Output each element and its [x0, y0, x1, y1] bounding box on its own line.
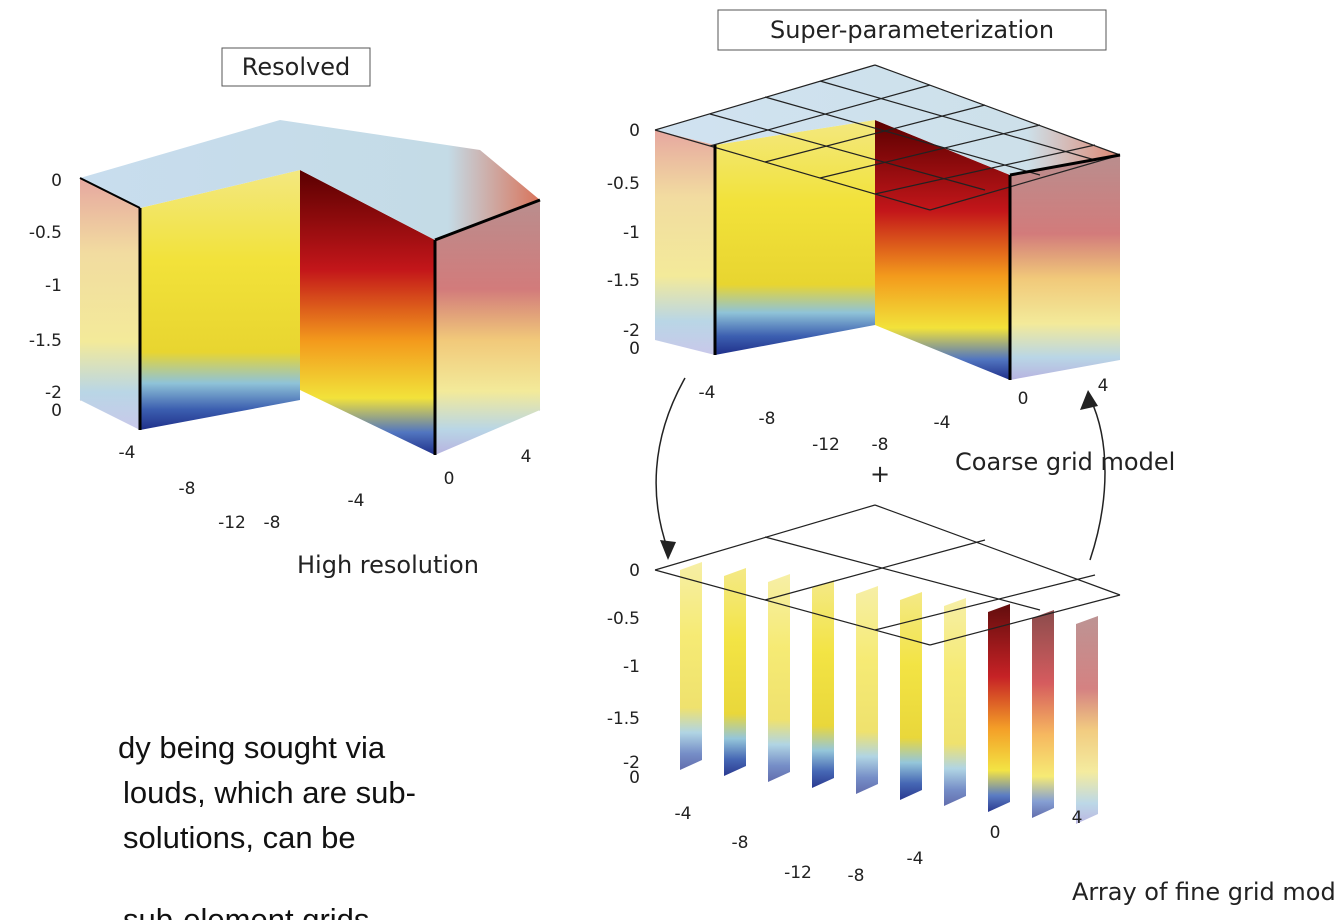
z-tick-label: 0: [629, 339, 640, 359]
y-tick-label: -8: [179, 479, 196, 499]
fine-slice: [680, 562, 702, 770]
caption: Array of fine grid models: [1072, 878, 1336, 906]
caption: Coarse grid model: [955, 448, 1175, 476]
inner-face: [715, 120, 875, 355]
z-tick-label: -1: [623, 223, 640, 243]
y-tick-label: -4: [675, 804, 692, 824]
z-tick-label: 0: [629, 561, 640, 581]
right-face: [1010, 155, 1120, 380]
z-tick-label: -2: [45, 383, 62, 403]
x-tick-label: -8: [848, 866, 865, 886]
x-tick-label: 0: [444, 469, 455, 489]
y-tick-label: -12: [218, 513, 246, 533]
x-tick-label: -4: [348, 491, 365, 511]
fine-slices: [680, 562, 1098, 824]
panel-title: Resolved: [242, 53, 350, 81]
fine-slice: [812, 580, 834, 788]
left-face: [655, 130, 715, 355]
panel-super: Super-parameterization: [654, 9, 1121, 380]
body-text: solutions, can be: [123, 820, 356, 855]
inner-face: [875, 120, 1010, 380]
title-box: [717, 9, 1107, 51]
y-tick-label: -8: [732, 833, 749, 853]
x-tick-label: 4: [1098, 376, 1109, 396]
edge: [1009, 153, 1121, 177]
y-tick-label: -8: [759, 409, 776, 429]
x-tick-label: -4: [907, 849, 924, 869]
inner-face: [140, 170, 300, 430]
x-tick-label: -8: [264, 513, 281, 533]
inner-face: [300, 170, 435, 455]
z-tick-label: -0.5: [29, 223, 62, 243]
fine-slice: [944, 598, 966, 806]
edge: [79, 177, 141, 209]
plus-sign: +: [870, 460, 890, 488]
top-face: [655, 65, 1120, 175]
fine-slice: [900, 592, 922, 800]
title-box: [221, 47, 371, 87]
panel-resolved: Resolved: [79, 47, 541, 455]
top-face: [80, 120, 540, 240]
z-tick-label: -1: [45, 276, 62, 296]
right-face: [435, 200, 540, 455]
caption: High resolution: [297, 551, 479, 579]
x-tick-label: 4: [1072, 808, 1083, 828]
z-tick-label: 0: [629, 768, 640, 788]
z-tick-label: -0.5: [607, 609, 640, 629]
x-tick-label: -4: [934, 413, 951, 433]
z-tick-label: 0: [51, 171, 62, 191]
arrows: [655, 377, 1106, 561]
x-tick-label: 4: [521, 447, 532, 467]
y-tick-label: -12: [784, 863, 812, 883]
x-tick-label: 0: [1018, 389, 1029, 409]
z-tick-label: -1.5: [29, 331, 62, 351]
arrow-head: [1080, 390, 1098, 410]
edge: [434, 198, 541, 242]
y-tick-label: -4: [119, 443, 136, 463]
fine-slice: [856, 586, 878, 794]
z-tick-label: -1.5: [607, 271, 640, 291]
panel-fine: [654, 504, 1121, 824]
body-text: sub-element grids: [123, 902, 369, 920]
fine-slice: [1076, 616, 1098, 824]
y-tick-label: -4: [699, 383, 716, 403]
z-tick-label: -2: [623, 321, 640, 341]
x-tick-label: -8: [872, 435, 889, 455]
y-tick-label: -12: [812, 435, 840, 455]
coarse-grid: [654, 64, 1121, 211]
fine-slice: [1032, 610, 1054, 818]
z-tick-label: -1: [623, 657, 640, 677]
z-tick-label: 0: [51, 401, 62, 421]
left-face: [80, 178, 140, 430]
fine-slice: [768, 574, 790, 782]
z-tick-label: -2: [623, 753, 640, 773]
fine-grid: [654, 504, 1121, 646]
z-tick-label: 0: [629, 121, 640, 141]
arrow-head: [660, 540, 676, 560]
fine-slice: [724, 568, 746, 776]
z-tick-label: -1.5: [607, 709, 640, 729]
fine-slice: [988, 604, 1010, 812]
body-text: dy being sought via: [118, 730, 386, 765]
x-tick-label: 0: [990, 823, 1001, 843]
z-tick-label: -0.5: [607, 174, 640, 194]
panel-title: Super-parameterization: [770, 16, 1054, 44]
body-text: louds, which are sub-: [123, 775, 416, 810]
